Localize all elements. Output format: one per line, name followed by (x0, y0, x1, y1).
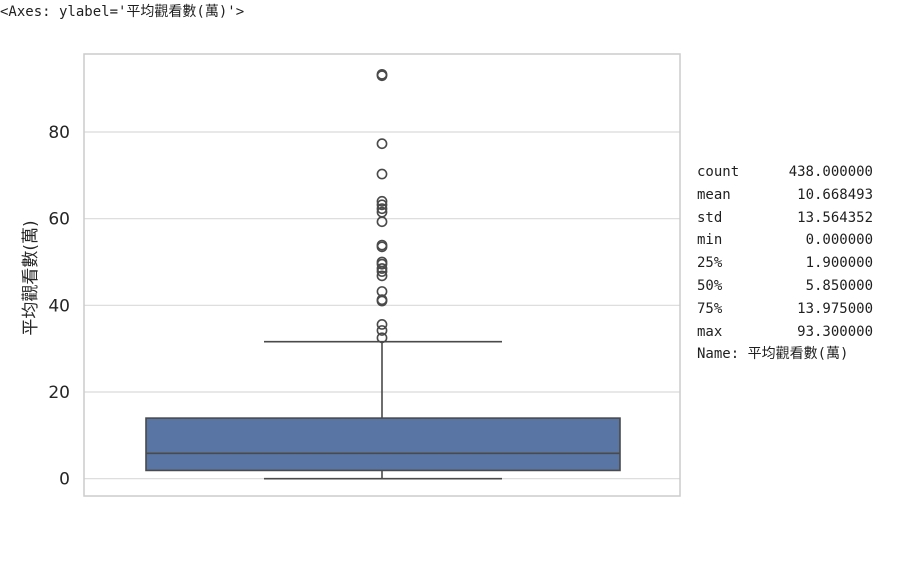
stat-key: max (697, 323, 723, 340)
stat-row: max 93.300000 (697, 321, 873, 344)
stat-key: 75% (697, 300, 723, 317)
outlier-point (376, 263, 388, 274)
outlier-point (376, 206, 388, 218)
outlier-point (376, 325, 388, 336)
outlier-point (376, 168, 388, 180)
outlier-point (376, 199, 388, 211)
y-tick-label: 0 (59, 470, 70, 490)
stat-row: count 438.000000 (697, 161, 873, 184)
stat-value: 0.000000 (805, 232, 873, 249)
stat-key: 25% (697, 255, 723, 272)
y-tick-label: 60 (48, 210, 70, 230)
axes-frame (83, 53, 681, 497)
stat-value: 13.564352 (797, 209, 873, 226)
stat-row: 75% 13.975000 (697, 298, 873, 321)
plot-border (83, 53, 681, 497)
stat-value: 1.900000 (805, 255, 873, 272)
outlier-point (376, 68, 388, 80)
stat-key: 50% (697, 277, 723, 294)
outlier-points (376, 68, 388, 344)
describe-output: count 438.000000 mean 10.668493 std 13.564352… (697, 161, 873, 366)
outlier-point (376, 138, 388, 150)
y-tick-label: 80 (48, 123, 70, 143)
stat-value: 10.668493 (797, 186, 873, 203)
iqr-box (145, 417, 621, 472)
outlier-point (376, 318, 388, 330)
outlier-point (376, 294, 388, 306)
stat-value: 13.975000 (797, 300, 873, 317)
stat-value: 93.300000 (797, 323, 873, 340)
outlier-point (376, 203, 388, 215)
y-tick-label: 40 (48, 296, 70, 316)
outlier-point (376, 195, 388, 207)
y-axis-label: 平均觀看數(萬) (21, 220, 41, 335)
outlier-point (376, 239, 388, 251)
y-tick-label: 20 (48, 383, 70, 403)
stat-row: min 0.000000 (697, 229, 873, 252)
outlier-point (376, 332, 388, 344)
stat-key: count (697, 164, 740, 180)
series-name-line: Name: 平均觀看數(萬) (697, 346, 849, 363)
stat-value: 438.000000 (788, 164, 873, 180)
outlier-point (376, 256, 388, 268)
stat-key: mean (697, 186, 731, 203)
stat-key: min (697, 232, 723, 249)
stat-key: std (697, 209, 723, 226)
stat-row: 25% 1.900000 (697, 252, 873, 275)
stat-row: std 13.564352 (697, 207, 873, 230)
stat-value: 5.850000 (805, 277, 873, 294)
axes-repr-text: <Axes: ylabel='平均觀看數(萬)'> (0, 4, 245, 20)
stat-row: 50% 5.850000 (697, 275, 873, 298)
stat-row: mean 10.668493 (697, 184, 873, 207)
y-tick-labels: 0 20 40 60 80 (48, 123, 70, 490)
outlier-point (376, 286, 388, 297)
box-group (145, 340, 621, 480)
outlier-point (376, 270, 388, 282)
